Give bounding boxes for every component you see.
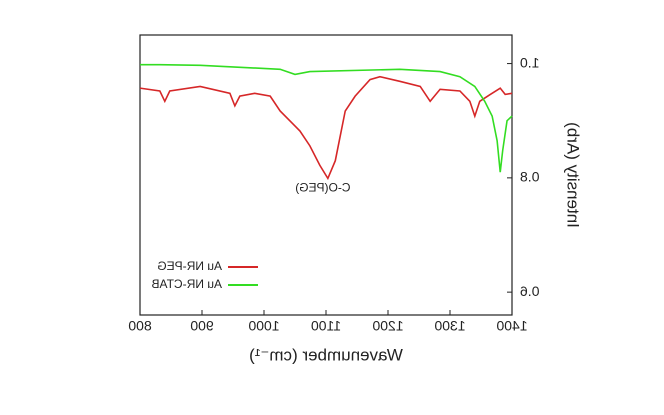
annotation: C-O(PEG) [295, 181, 350, 195]
x-axis-label: Wavenumber (cm⁻¹) [249, 345, 403, 364]
x-tick-label: 800 [128, 318, 152, 334]
x-tick-label: 1300 [434, 318, 465, 334]
series-line [139, 75, 513, 181]
x-tick-label: 900 [190, 318, 214, 334]
y-tick-label: 1.0 [520, 54, 540, 70]
x-tick-label: 1000 [248, 318, 279, 334]
x-tick-label: 1200 [372, 318, 403, 334]
x-tick-label: 1400 [496, 318, 527, 334]
y-tick-label: 0.8 [520, 169, 540, 185]
legend-label: Au NR-CTAB [152, 277, 222, 291]
y-axis-label: Intensity (Arb) [564, 122, 583, 228]
series-line [140, 63, 513, 173]
x-tick-label: 1100 [311, 318, 341, 334]
legend-label: Au NR-PEG [157, 259, 222, 273]
y-tick-label: 0.6 [520, 283, 540, 299]
